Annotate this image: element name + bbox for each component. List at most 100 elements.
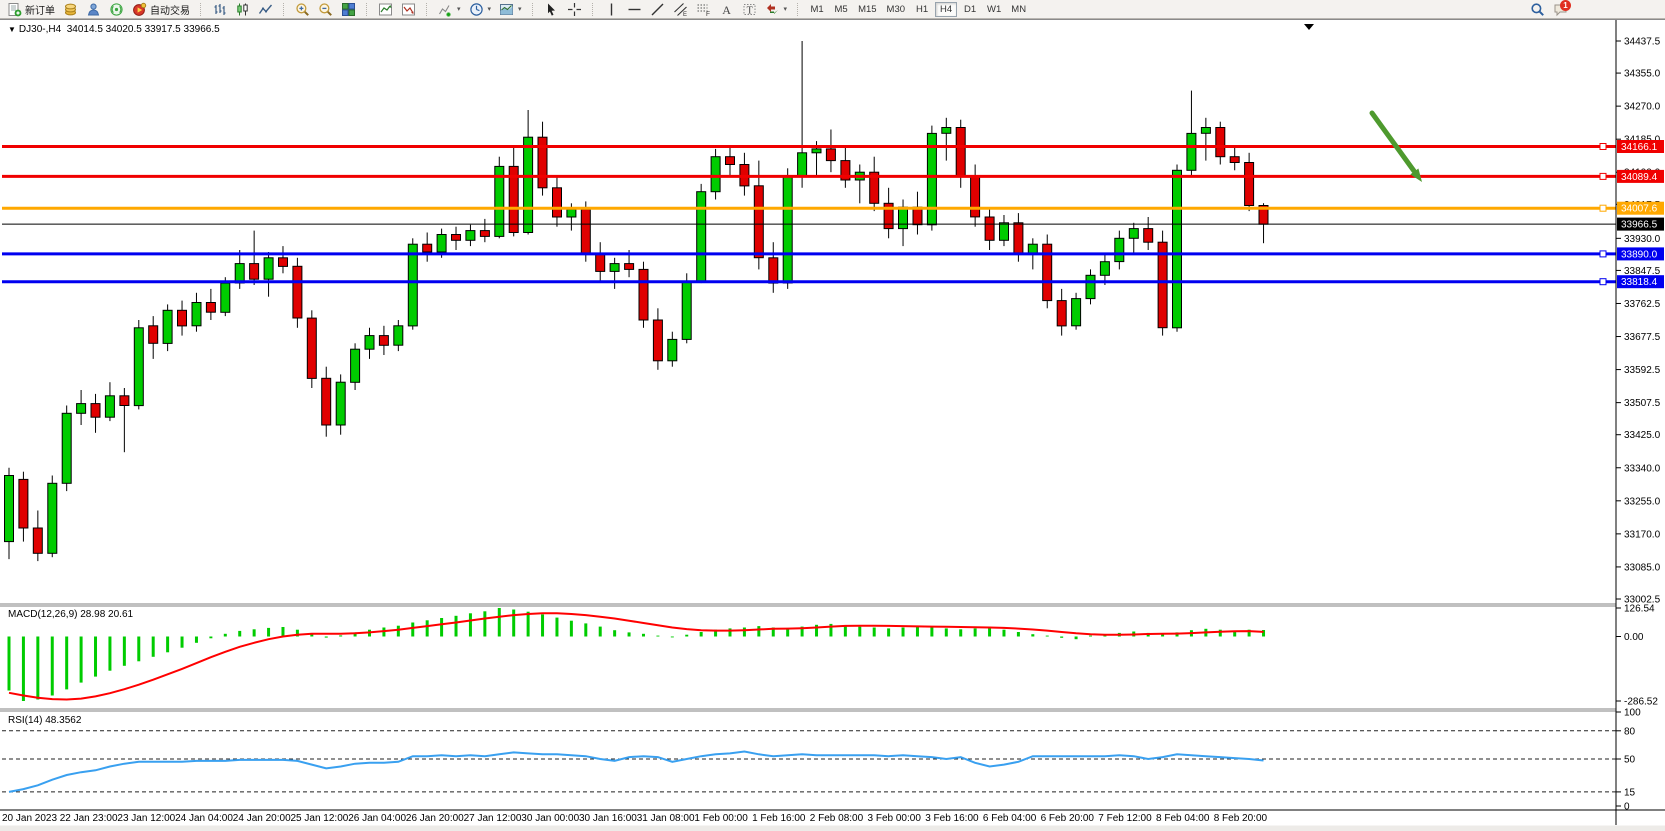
timeframe-h1[interactable]: H1: [911, 2, 933, 17]
svg-text:34007.6: 34007.6: [1621, 204, 1658, 215]
hline-handle: [1599, 204, 1607, 212]
market-watch-button[interactable]: [82, 1, 105, 18]
annotation-arrow[interactable]: [1369, 110, 1417, 174]
notifications-button[interactable]: 1: [1547, 0, 1571, 18]
fibonacci-button[interactable]: F: [692, 1, 715, 18]
candlestick-chart-button[interactable]: [231, 1, 254, 18]
timeframe-m15[interactable]: M15: [854, 2, 880, 17]
svg-text:26 Jan 20:00: 26 Jan 20:00: [406, 813, 464, 824]
zoom-out-button[interactable]: [314, 1, 337, 18]
dropdown-caret: ▾: [487, 6, 492, 13]
candlestick-icon: [237, 3, 248, 15]
search-button[interactable]: [1524, 1, 1544, 18]
timeframe-d1[interactable]: D1: [959, 2, 981, 17]
chart-area[interactable]: 34437.534355.034270.034185.034100.034017…: [0, 19, 1665, 831]
autotrading-button[interactable]: 自动交易: [128, 1, 194, 18]
macd-signal-line: [8, 612, 1264, 701]
insert-group: ▾ ▾ ▾: [431, 0, 529, 19]
svg-text:E: E: [683, 12, 687, 17]
crosshair-icon: [567, 2, 581, 16]
symbol-ohlc-readout: ▼ DJ30-,H4 34014.5 34020.5 33917.5 33966.…: [8, 24, 220, 35]
toolbar-separator: [366, 2, 368, 16]
zoom-out-icon: [319, 2, 332, 16]
auto-arrange-button[interactable]: [374, 1, 397, 18]
price-lines[interactable]: 34166.1 34089.4 34007.6 33966.5 33890.0 33818…: [2, 140, 1664, 289]
svg-text:20 Jan 2023: 20 Jan 2023: [2, 813, 57, 824]
vertical-line-button[interactable]: [600, 1, 623, 18]
arrow-shapes-icon: [766, 3, 778, 14]
timeframe-mn[interactable]: MN: [1007, 2, 1030, 17]
periods-button[interactable]: ▾: [465, 1, 496, 18]
timeframe-h4[interactable]: H4: [935, 1, 958, 17]
svg-text:15: 15: [1624, 787, 1636, 798]
dropdown-caret: ▾: [783, 6, 788, 13]
drawing-group: E F A T: [597, 0, 795, 19]
signals-button[interactable]: [105, 1, 128, 18]
channel-icon: E: [673, 2, 687, 17]
svg-text:24 Jan 04:00: 24 Jan 04:00: [175, 813, 233, 824]
time-axis[interactable]: 20 Jan 2023 22 Jan 23:00 23 Jan 12:00 24 Ja…: [2, 813, 1268, 824]
horizontal-line-button[interactable]: [623, 1, 646, 18]
timeframe-m30[interactable]: M30: [883, 2, 909, 17]
svg-text:0.00: 0.00: [1624, 632, 1644, 643]
toolbar-separator: [531, 2, 534, 16]
arrows-button[interactable]: ▾: [761, 1, 792, 18]
svg-text:6 Feb 04:00: 6 Feb 04:00: [983, 813, 1037, 824]
toolbar: 新订单: [0, 0, 1665, 19]
svg-text:23 Jan 12:00: 23 Jan 12:00: [117, 813, 175, 824]
profile-person-icon: [87, 3, 100, 15]
timeframe-m1[interactable]: M1: [806, 2, 828, 17]
svg-text:A: A: [722, 3, 731, 17]
price-badge: [1617, 169, 1664, 183]
text-button[interactable]: A: [715, 1, 738, 18]
bar-chart-button[interactable]: [208, 1, 231, 18]
line-chart-button[interactable]: [254, 1, 277, 18]
symbol-dropdown-icon[interactable]: ▼: [8, 25, 16, 34]
timeframe-m5[interactable]: M5: [830, 2, 852, 17]
tile-windows-button[interactable]: [337, 1, 360, 18]
equidistant-channel-button[interactable]: E: [669, 1, 692, 18]
crosshair-button[interactable]: [563, 1, 586, 18]
zoom-in-button[interactable]: [291, 1, 314, 18]
svg-text:33507.5: 33507.5: [1624, 398, 1661, 409]
price-badge: [1617, 140, 1664, 153]
svg-text:7 Feb 12:00: 7 Feb 12:00: [1098, 813, 1152, 824]
candlestick-series: [4, 41, 1269, 562]
trendline-button[interactable]: [646, 1, 669, 18]
annotation-arrow-head[interactable]: [1410, 168, 1422, 183]
trendline-icon: [651, 3, 664, 15]
symbols-button[interactable]: [59, 1, 82, 18]
svg-text:26 Jan 04:00: 26 Jan 04:00: [348, 813, 406, 824]
line-chart-icon: [258, 4, 273, 14]
notification-badge: 1: [1560, 0, 1571, 11]
svg-text:33425.0: 33425.0: [1624, 430, 1661, 441]
svg-text:-286.52: -286.52: [1624, 697, 1658, 708]
svg-text:T: T: [746, 5, 752, 16]
autotrading-label: 自动交易: [150, 5, 190, 17]
timeframe-w1[interactable]: W1: [983, 2, 1005, 17]
svg-text:33170.0: 33170.0: [1624, 529, 1661, 540]
new-order-button[interactable]: 新订单: [3, 1, 59, 18]
svg-text:33762.5: 33762.5: [1624, 299, 1661, 310]
svg-text:22 Jan 23:00: 22 Jan 23:00: [60, 813, 118, 824]
indicators-button[interactable]: ▾: [434, 1, 465, 18]
chart-canvas[interactable]: 34437.534355.034270.034185.034100.034017…: [0, 20, 1665, 831]
svg-text:33340.0: 33340.0: [1624, 463, 1661, 474]
text-label-button[interactable]: T: [738, 1, 761, 18]
fibonacci-icon: F: [697, 4, 710, 17]
template-icon: [500, 3, 514, 15]
price-badge: [1617, 217, 1664, 231]
text-label-icon: T: [743, 3, 756, 16]
svg-text:31 Jan 08:00: 31 Jan 08:00: [637, 813, 695, 824]
ohlc-bars-icon: [214, 3, 226, 15]
new-order-icon: [8, 2, 22, 16]
toolbar-separator: [283, 2, 285, 16]
cascade-button[interactable]: [397, 1, 420, 18]
templates-button[interactable]: ▾: [495, 1, 526, 18]
macd-pane: 126.54 0.00 -286.52: [7, 604, 1658, 708]
clock-icon: [469, 2, 483, 16]
chart-shift-marker[interactable]: [1304, 24, 1314, 30]
standard-group: 新订单: [0, 0, 197, 19]
svg-text:30 Jan 00:00: 30 Jan 00:00: [521, 813, 579, 824]
cursor-button[interactable]: [540, 1, 563, 18]
